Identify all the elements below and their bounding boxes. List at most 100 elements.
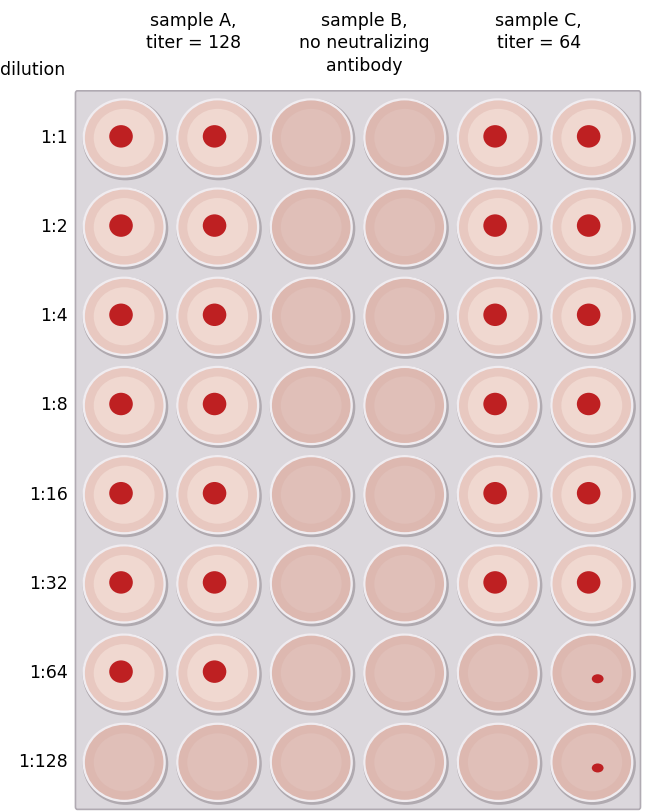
Ellipse shape: [457, 187, 540, 267]
Ellipse shape: [176, 634, 262, 715]
Ellipse shape: [457, 544, 540, 624]
Ellipse shape: [374, 287, 435, 345]
Ellipse shape: [179, 636, 257, 710]
Ellipse shape: [176, 366, 259, 445]
Ellipse shape: [83, 277, 168, 358]
Ellipse shape: [577, 125, 600, 148]
Ellipse shape: [459, 190, 537, 264]
Ellipse shape: [363, 366, 446, 445]
Text: 1:32: 1:32: [29, 575, 68, 593]
Ellipse shape: [366, 101, 444, 175]
Ellipse shape: [366, 457, 444, 532]
Ellipse shape: [550, 277, 633, 356]
Ellipse shape: [272, 725, 350, 800]
Ellipse shape: [272, 279, 350, 354]
Ellipse shape: [85, 190, 163, 264]
Ellipse shape: [83, 723, 168, 805]
Ellipse shape: [363, 633, 446, 713]
Ellipse shape: [363, 545, 449, 626]
Ellipse shape: [553, 457, 631, 532]
Ellipse shape: [187, 198, 248, 256]
Ellipse shape: [550, 366, 633, 445]
Ellipse shape: [83, 544, 166, 624]
Ellipse shape: [109, 393, 133, 415]
Ellipse shape: [179, 457, 257, 532]
Ellipse shape: [459, 636, 537, 710]
Ellipse shape: [468, 733, 529, 792]
Ellipse shape: [176, 367, 262, 448]
Ellipse shape: [561, 733, 622, 792]
Ellipse shape: [176, 545, 262, 626]
Ellipse shape: [176, 456, 262, 537]
Ellipse shape: [483, 125, 507, 148]
Ellipse shape: [459, 725, 537, 800]
Ellipse shape: [179, 368, 257, 443]
Ellipse shape: [179, 279, 257, 354]
Ellipse shape: [94, 376, 155, 435]
Ellipse shape: [176, 633, 259, 713]
Ellipse shape: [281, 287, 342, 345]
Ellipse shape: [85, 101, 163, 175]
Ellipse shape: [94, 287, 155, 345]
Text: sample C,
titer = 64: sample C, titer = 64: [495, 12, 582, 53]
Ellipse shape: [374, 376, 435, 435]
Ellipse shape: [363, 187, 446, 267]
Ellipse shape: [272, 368, 350, 443]
Ellipse shape: [187, 733, 248, 792]
Ellipse shape: [374, 109, 435, 167]
Ellipse shape: [550, 634, 636, 715]
Ellipse shape: [550, 455, 633, 534]
Ellipse shape: [577, 571, 600, 594]
Ellipse shape: [83, 455, 166, 534]
Ellipse shape: [187, 466, 248, 524]
Ellipse shape: [550, 367, 636, 448]
Ellipse shape: [459, 368, 537, 443]
Ellipse shape: [366, 368, 444, 443]
Ellipse shape: [179, 725, 257, 800]
Ellipse shape: [366, 190, 444, 264]
Ellipse shape: [550, 188, 636, 269]
Ellipse shape: [94, 644, 155, 702]
Ellipse shape: [553, 636, 631, 710]
Ellipse shape: [94, 466, 155, 524]
Ellipse shape: [270, 633, 353, 713]
Ellipse shape: [270, 723, 355, 805]
Ellipse shape: [577, 393, 600, 415]
Ellipse shape: [363, 277, 449, 358]
Ellipse shape: [83, 99, 168, 180]
Ellipse shape: [270, 634, 355, 715]
Ellipse shape: [459, 457, 537, 532]
Ellipse shape: [457, 277, 540, 356]
Ellipse shape: [561, 466, 622, 524]
Ellipse shape: [270, 456, 355, 537]
Ellipse shape: [363, 455, 446, 534]
Ellipse shape: [83, 456, 168, 537]
Ellipse shape: [550, 99, 636, 180]
Ellipse shape: [94, 109, 155, 167]
Ellipse shape: [457, 633, 540, 713]
Ellipse shape: [457, 545, 542, 626]
Ellipse shape: [83, 633, 166, 713]
Ellipse shape: [553, 190, 631, 264]
Ellipse shape: [374, 198, 435, 256]
Ellipse shape: [272, 636, 350, 710]
Ellipse shape: [83, 98, 166, 178]
Ellipse shape: [363, 188, 449, 269]
Ellipse shape: [550, 633, 633, 713]
Ellipse shape: [272, 101, 350, 175]
Text: sample B,
no neutralizing
antibody: sample B, no neutralizing antibody: [299, 12, 430, 75]
Text: 1:8: 1:8: [40, 397, 68, 414]
Ellipse shape: [176, 544, 259, 624]
Ellipse shape: [577, 214, 600, 237]
Ellipse shape: [363, 99, 449, 180]
Ellipse shape: [176, 455, 259, 534]
Ellipse shape: [83, 366, 166, 445]
Ellipse shape: [203, 125, 226, 148]
Ellipse shape: [179, 101, 257, 175]
Ellipse shape: [366, 279, 444, 354]
Ellipse shape: [85, 368, 163, 443]
Ellipse shape: [94, 733, 155, 792]
Ellipse shape: [176, 99, 262, 180]
Ellipse shape: [187, 376, 248, 435]
Ellipse shape: [550, 456, 636, 537]
